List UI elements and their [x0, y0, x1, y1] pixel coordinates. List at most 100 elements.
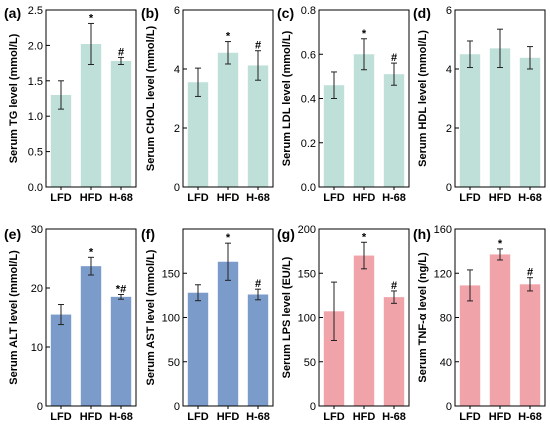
y-tick-label: 40 — [440, 357, 452, 369]
bar — [519, 57, 541, 187]
chart-panel: (a) Serum TG level (mmol/L) LFD * HFD # H-68 0.… — [4, 5, 137, 204]
y-axis-label: Serum LDL level (mmol/L) — [281, 30, 293, 166]
x-tick-label: LFD — [187, 411, 208, 423]
y-tick-label: 80 — [440, 313, 452, 325]
x-tick-label: HFD — [80, 411, 103, 423]
x-tick-label: LFD — [50, 192, 71, 204]
significance-marker: # — [255, 40, 261, 52]
bar — [353, 54, 375, 187]
plot-frame — [45, 9, 137, 188]
bar — [323, 311, 345, 406]
chart-panel: (d) Serum HDL level (mmol/L) LFD HFD H-68 0 2 4… — [413, 5, 546, 204]
y-tick-label: 100 — [162, 313, 180, 325]
panel-label: (b) — [141, 5, 159, 21]
y-tick-label: 100 — [298, 313, 316, 325]
x-tick-label: H-68 — [518, 192, 542, 204]
y-tick-label: 6 — [174, 5, 180, 17]
y-axis-label: Serum HDL level (mmol/L) — [417, 30, 429, 167]
y-tick-label: 0.6 — [301, 49, 316, 61]
significance-marker: # — [527, 267, 533, 279]
bar — [80, 43, 102, 187]
y-tick-label: 0.8 — [301, 5, 316, 17]
chart-panel: (g) Serum LPS level (EU/L) LFD * HFD # H-68 0 50… — [277, 224, 410, 423]
bar — [519, 284, 541, 406]
bar — [187, 82, 209, 187]
significance-marker: * — [362, 28, 367, 40]
y-tick-label: 20 — [31, 283, 43, 295]
y-tick-label: 1.0 — [28, 111, 43, 123]
significance-marker: * — [498, 238, 503, 250]
y-tick-label: 2.5 — [28, 5, 43, 17]
y-tick-label: 0 — [37, 401, 43, 413]
x-tick-label: HFD — [353, 411, 376, 423]
significance-marker: * — [226, 232, 231, 244]
bar — [247, 65, 269, 187]
plot-frame — [182, 228, 274, 407]
y-tick-label: 50 — [304, 357, 316, 369]
bar — [50, 314, 72, 406]
y-tick-label: 0 — [446, 182, 452, 194]
y-tick-label: 0 — [446, 401, 452, 413]
y-tick-label: 160 — [434, 224, 452, 236]
y-tick-label: 150 — [162, 268, 180, 280]
x-tick-label: HFD — [489, 411, 512, 423]
y-tick-label: 30 — [31, 224, 43, 236]
panel-label: (e) — [4, 226, 21, 242]
x-tick-label: HFD — [217, 192, 240, 204]
panel-label: (g) — [277, 226, 295, 242]
panel-label: (a) — [4, 5, 21, 21]
bar — [110, 60, 132, 188]
x-tick-label: LFD — [187, 192, 208, 204]
y-axis-label: Serum TG level (mmol/L) — [8, 33, 20, 163]
bar — [459, 285, 481, 406]
bar — [353, 255, 375, 406]
x-tick-label: HFD — [80, 192, 103, 204]
bar — [247, 294, 269, 406]
bar — [80, 266, 102, 406]
x-tick-label: H-68 — [109, 192, 133, 204]
bar — [459, 54, 481, 187]
y-tick-label: 0.0 — [28, 182, 43, 194]
y-tick-label: 120 — [434, 268, 452, 280]
y-tick-label: 1.5 — [28, 76, 43, 88]
panel-label: (h) — [413, 226, 431, 242]
y-tick-label: 10 — [31, 342, 43, 354]
significance-marker: * — [226, 31, 231, 43]
plot-frame — [318, 9, 410, 188]
y-axis-label: Serum CHOL level (mmol/L) — [145, 26, 157, 172]
y-tick-label: 0.5 — [28, 147, 43, 159]
x-tick-label: HFD — [489, 192, 512, 204]
plot-frame — [454, 9, 546, 188]
x-tick-label: H-68 — [518, 411, 542, 423]
chart-panel: (b) Serum CHOL level (mmol/L) LFD * HFD # H-68… — [141, 5, 274, 204]
plot-frame — [45, 228, 137, 407]
x-tick-label: H-68 — [246, 411, 270, 423]
y-tick-label: 2 — [174, 123, 180, 135]
chart-panel: (e) Serum ALT level (mmol/L) LFD * HFD *# H-68… — [4, 224, 137, 423]
chart-panel: (f) Serum AST level (mmol/L) LFD * HFD # H-68 0… — [141, 226, 274, 423]
bar — [217, 261, 239, 406]
x-tick-label: HFD — [353, 192, 376, 204]
chart-panel: (h) Serum TNF-α level (ng/L) LFD * HFD # H-68 0… — [413, 224, 546, 423]
x-tick-label: LFD — [459, 192, 480, 204]
x-tick-label: HFD — [217, 411, 240, 423]
y-tick-label: 2 — [446, 123, 452, 135]
plot-frame — [182, 9, 274, 188]
x-tick-label: H-68 — [246, 192, 270, 204]
panel-label: (f) — [141, 226, 155, 242]
bar — [50, 94, 72, 187]
chart-panel: (c) Serum LDL level (mmol/L) LFD * HFD # H-68 0… — [277, 5, 410, 204]
y-tick-label: 4 — [446, 64, 452, 76]
y-tick-label: 0 — [310, 401, 316, 413]
y-tick-label: 0 — [174, 401, 180, 413]
significance-marker: *# — [116, 283, 126, 295]
y-tick-label: 200 — [298, 224, 316, 236]
x-tick-label: H-68 — [382, 411, 406, 423]
y-tick-label: 4 — [174, 64, 180, 76]
y-tick-label: 50 — [168, 357, 180, 369]
plot-frame — [318, 228, 410, 407]
y-axis-label: Serum AST level (mmol/L) — [145, 249, 157, 385]
panel-label: (d) — [413, 5, 431, 21]
bar — [489, 254, 511, 406]
